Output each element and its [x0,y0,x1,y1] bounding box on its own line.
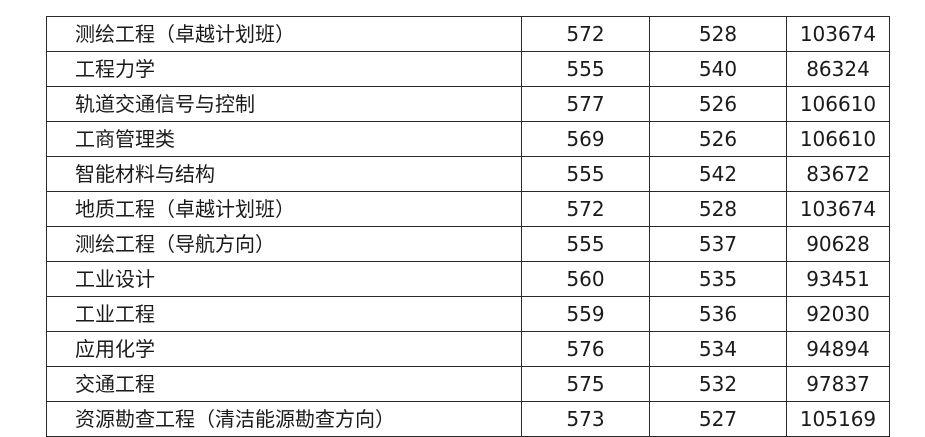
table-row: 地质工程（卓越计划班） 572 528 103674 [46,191,890,227]
score-high-cell: 572 [521,16,650,52]
score-high-cell: 572 [521,191,650,227]
score-low-cell: 528 [649,16,787,52]
table-row: 轨道交通信号与控制 577 526 106610 [46,86,890,122]
rank-cell: 86324 [786,51,890,87]
table-row: 工程力学 555 540 86324 [46,51,890,87]
table-row: 测绘工程（卓越计划班） 572 528 103674 [46,16,890,52]
table-row: 智能材料与结构 555 542 83672 [46,156,890,192]
table-row: 测绘工程（导航方向） 555 537 90628 [46,226,890,262]
table-body: 测绘工程（卓越计划班） 572 528 103674 工程力学 555 540 86324 轨道… [46,16,890,437]
score-table: 测绘工程（卓越计划班） 572 528 103674 工程力学 555 540 86324 轨道… [46,16,890,437]
major-cell: 工业设计 [46,261,522,297]
table-row: 交通工程 575 532 97837 [46,366,890,402]
score-low-cell: 527 [649,401,787,437]
major-cell: 地质工程（卓越计划班） [46,191,522,227]
rank-cell: 106610 [786,121,890,157]
major-cell: 轨道交通信号与控制 [46,86,522,122]
score-low-cell: 532 [649,366,787,402]
score-high-cell: 555 [521,226,650,262]
score-high-cell: 555 [521,51,650,87]
rank-cell: 106610 [786,86,890,122]
rank-cell: 83672 [786,156,890,192]
rank-cell: 90628 [786,226,890,262]
rank-cell: 93451 [786,261,890,297]
score-high-cell: 555 [521,156,650,192]
major-cell: 智能材料与结构 [46,156,522,192]
rank-cell: 94894 [786,331,890,367]
score-low-cell: 535 [649,261,787,297]
score-high-cell: 559 [521,296,650,332]
table-row: 工业设计 560 535 93451 [46,261,890,297]
major-cell: 工业工程 [46,296,522,332]
score-high-cell: 576 [521,331,650,367]
score-low-cell: 537 [649,226,787,262]
score-low-cell: 542 [649,156,787,192]
major-cell: 测绘工程（导航方向） [46,226,522,262]
rank-cell: 97837 [786,366,890,402]
rank-cell: 103674 [786,16,890,52]
major-cell: 工商管理类 [46,121,522,157]
score-low-cell: 528 [649,191,787,227]
table-row: 工业工程 559 536 92030 [46,296,890,332]
score-low-cell: 536 [649,296,787,332]
major-cell: 测绘工程（卓越计划班） [46,16,522,52]
rank-cell: 103674 [786,191,890,227]
table-row: 资源勘查工程（清洁能源勘查方向） 573 527 105169 [46,401,890,437]
major-cell: 应用化学 [46,331,522,367]
score-low-cell: 526 [649,86,787,122]
table-row: 应用化学 576 534 94894 [46,331,890,367]
major-cell: 工程力学 [46,51,522,87]
major-cell: 资源勘查工程（清洁能源勘查方向） [46,401,522,437]
score-high-cell: 569 [521,121,650,157]
major-cell: 交通工程 [46,366,522,402]
score-low-cell: 540 [649,51,787,87]
table-row: 工商管理类 569 526 106610 [46,121,890,157]
score-low-cell: 526 [649,121,787,157]
score-low-cell: 534 [649,331,787,367]
rank-cell: 105169 [786,401,890,437]
score-high-cell: 575 [521,366,650,402]
score-high-cell: 560 [521,261,650,297]
score-high-cell: 577 [521,86,650,122]
rank-cell: 92030 [786,296,890,332]
score-high-cell: 573 [521,401,650,437]
